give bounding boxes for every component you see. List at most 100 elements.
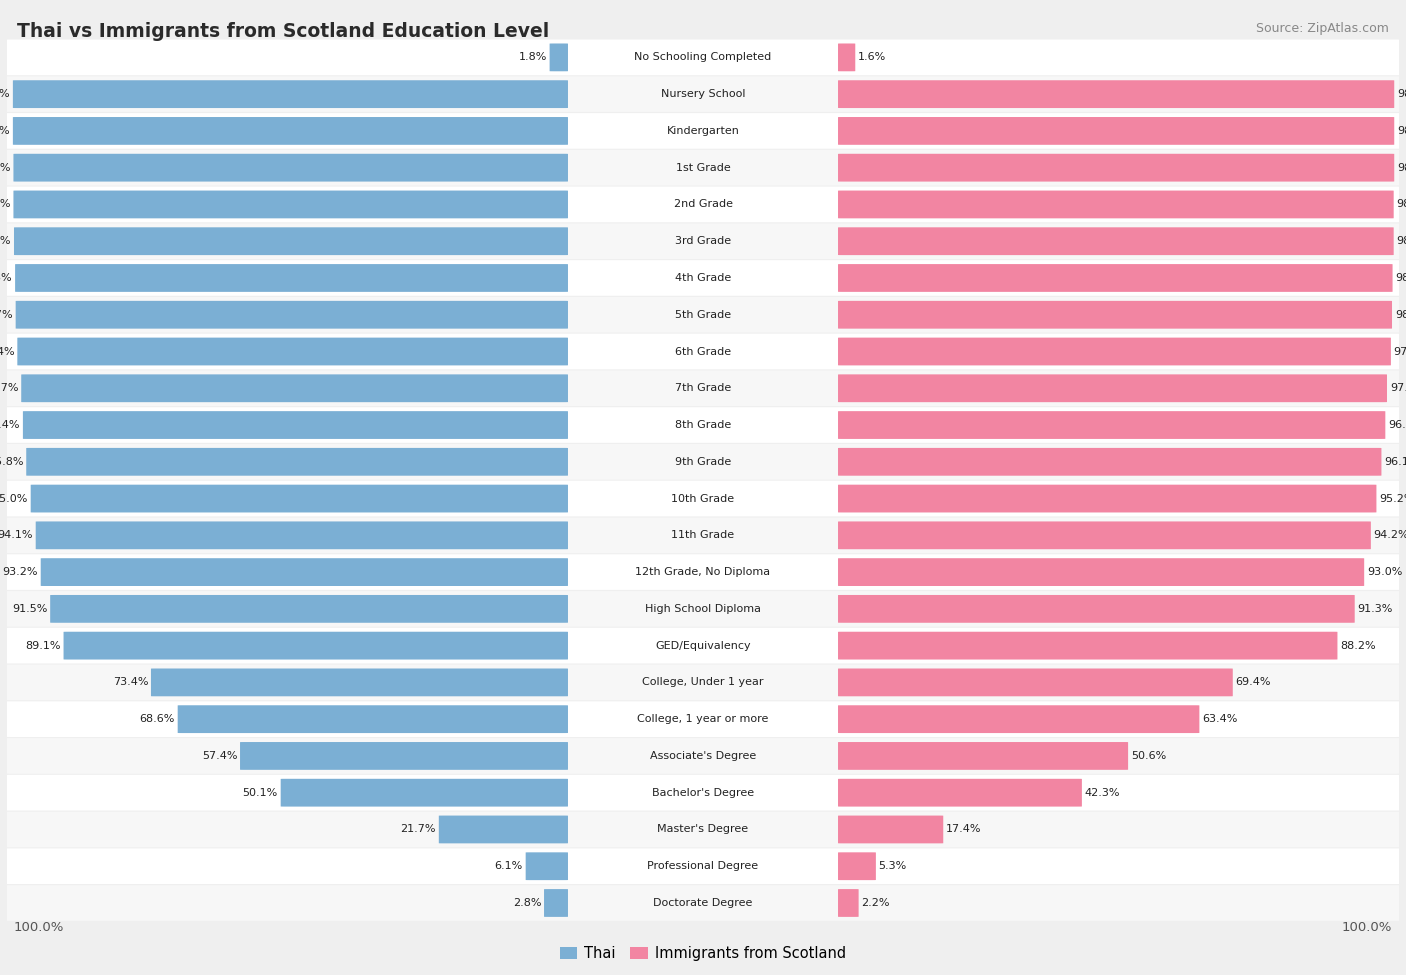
Text: 97.4%: 97.4%	[0, 346, 14, 357]
FancyBboxPatch shape	[3, 333, 1403, 370]
FancyBboxPatch shape	[838, 742, 1128, 770]
FancyBboxPatch shape	[281, 779, 568, 806]
Text: 2nd Grade: 2nd Grade	[673, 200, 733, 210]
FancyBboxPatch shape	[35, 522, 568, 549]
Text: 88.2%: 88.2%	[1340, 641, 1376, 650]
Text: Master's Degree: Master's Degree	[658, 825, 748, 835]
FancyBboxPatch shape	[3, 444, 1403, 480]
Text: Bachelor's Degree: Bachelor's Degree	[652, 788, 754, 798]
Text: 2.2%: 2.2%	[862, 898, 890, 908]
Text: 96.7%: 96.7%	[0, 383, 18, 393]
FancyBboxPatch shape	[14, 154, 568, 181]
Legend: Thai, Immigrants from Scotland: Thai, Immigrants from Scotland	[554, 940, 852, 967]
Text: High School Diploma: High School Diploma	[645, 604, 761, 614]
Text: 96.8%: 96.8%	[1388, 420, 1406, 430]
Text: 69.4%: 69.4%	[1236, 678, 1271, 687]
Text: 50.6%: 50.6%	[1130, 751, 1166, 760]
Text: 97.1%: 97.1%	[1389, 383, 1406, 393]
Text: 98.2%: 98.2%	[0, 89, 10, 99]
FancyBboxPatch shape	[51, 595, 568, 623]
FancyBboxPatch shape	[17, 337, 568, 366]
FancyBboxPatch shape	[838, 337, 1391, 366]
Text: Source: ZipAtlas.com: Source: ZipAtlas.com	[1256, 22, 1389, 35]
FancyBboxPatch shape	[150, 669, 568, 696]
FancyBboxPatch shape	[3, 297, 1403, 332]
FancyBboxPatch shape	[15, 301, 568, 329]
Text: 98.4%: 98.4%	[1398, 126, 1406, 136]
FancyBboxPatch shape	[3, 186, 1403, 222]
Text: 98.0%: 98.0%	[0, 236, 11, 247]
FancyBboxPatch shape	[3, 848, 1403, 884]
Text: 12th Grade, No Diploma: 12th Grade, No Diploma	[636, 567, 770, 577]
Text: Doctorate Degree: Doctorate Degree	[654, 898, 752, 908]
Text: 96.1%: 96.1%	[1385, 457, 1406, 467]
Text: Thai vs Immigrants from Scotland Education Level: Thai vs Immigrants from Scotland Educati…	[17, 22, 550, 41]
FancyBboxPatch shape	[15, 264, 568, 292]
Text: 98.0%: 98.0%	[1395, 310, 1406, 320]
FancyBboxPatch shape	[838, 80, 1395, 108]
Text: 50.1%: 50.1%	[243, 788, 278, 798]
Text: 10th Grade: 10th Grade	[672, 493, 734, 503]
Text: 57.4%: 57.4%	[201, 751, 238, 760]
Text: 98.1%: 98.1%	[0, 200, 11, 210]
FancyBboxPatch shape	[14, 190, 568, 218]
FancyBboxPatch shape	[838, 227, 1393, 255]
Text: 73.4%: 73.4%	[112, 678, 148, 687]
Text: 98.4%: 98.4%	[1398, 89, 1406, 99]
Text: GED/Equivalency: GED/Equivalency	[655, 641, 751, 650]
FancyBboxPatch shape	[838, 411, 1385, 439]
Text: 100.0%: 100.0%	[1341, 921, 1392, 934]
FancyBboxPatch shape	[838, 264, 1392, 292]
Text: 95.0%: 95.0%	[0, 493, 28, 503]
Text: 98.1%: 98.1%	[0, 163, 11, 173]
Text: Associate's Degree: Associate's Degree	[650, 751, 756, 760]
Text: 98.2%: 98.2%	[0, 126, 10, 136]
FancyBboxPatch shape	[27, 448, 568, 476]
FancyBboxPatch shape	[3, 76, 1403, 112]
Text: 100.0%: 100.0%	[14, 921, 65, 934]
FancyBboxPatch shape	[240, 742, 568, 770]
FancyBboxPatch shape	[838, 779, 1081, 806]
FancyBboxPatch shape	[3, 481, 1403, 517]
Text: 91.5%: 91.5%	[13, 604, 48, 614]
FancyBboxPatch shape	[838, 448, 1382, 476]
Text: 97.8%: 97.8%	[0, 273, 13, 283]
FancyBboxPatch shape	[838, 705, 1199, 733]
Text: 91.3%: 91.3%	[1357, 604, 1393, 614]
FancyBboxPatch shape	[3, 885, 1403, 920]
Text: 97.7%: 97.7%	[0, 310, 13, 320]
FancyBboxPatch shape	[177, 705, 568, 733]
FancyBboxPatch shape	[3, 40, 1403, 75]
Text: 93.0%: 93.0%	[1367, 567, 1402, 577]
Text: 7th Grade: 7th Grade	[675, 383, 731, 393]
FancyBboxPatch shape	[838, 595, 1355, 623]
FancyBboxPatch shape	[3, 591, 1403, 627]
FancyBboxPatch shape	[13, 117, 568, 145]
FancyBboxPatch shape	[3, 554, 1403, 590]
Text: 8th Grade: 8th Grade	[675, 420, 731, 430]
Text: 94.2%: 94.2%	[1374, 530, 1406, 540]
FancyBboxPatch shape	[3, 775, 1403, 810]
FancyBboxPatch shape	[838, 301, 1392, 329]
Text: 98.1%: 98.1%	[1395, 273, 1406, 283]
FancyBboxPatch shape	[838, 559, 1364, 586]
Text: 4th Grade: 4th Grade	[675, 273, 731, 283]
FancyBboxPatch shape	[838, 889, 859, 916]
Text: 94.1%: 94.1%	[0, 530, 32, 540]
Text: 5.3%: 5.3%	[879, 861, 907, 872]
FancyBboxPatch shape	[3, 628, 1403, 663]
FancyBboxPatch shape	[3, 370, 1403, 407]
Text: 98.3%: 98.3%	[1396, 236, 1406, 247]
FancyBboxPatch shape	[838, 44, 855, 71]
FancyBboxPatch shape	[838, 852, 876, 880]
Text: 21.7%: 21.7%	[401, 825, 436, 835]
Text: 93.2%: 93.2%	[3, 567, 38, 577]
FancyBboxPatch shape	[3, 701, 1403, 737]
FancyBboxPatch shape	[3, 150, 1403, 185]
FancyBboxPatch shape	[526, 852, 568, 880]
Text: 63.4%: 63.4%	[1202, 714, 1237, 724]
FancyBboxPatch shape	[3, 408, 1403, 443]
Text: Professional Degree: Professional Degree	[647, 861, 759, 872]
FancyBboxPatch shape	[550, 44, 568, 71]
FancyBboxPatch shape	[544, 889, 568, 916]
